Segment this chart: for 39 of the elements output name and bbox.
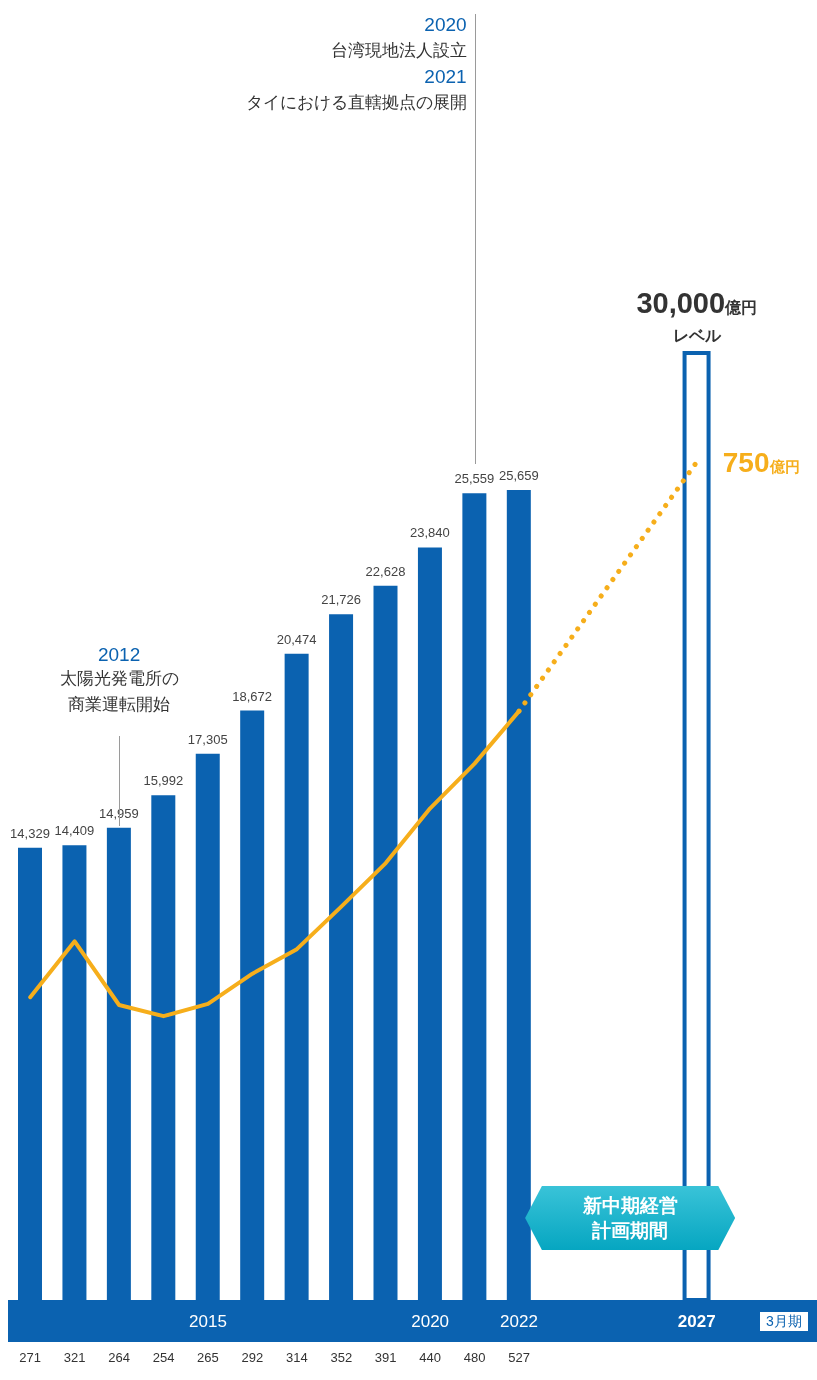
- data-label: 750億円: [722, 446, 800, 478]
- data-label: 18,672: [232, 688, 273, 704]
- data-label: 440: [419, 1350, 442, 1365]
- data-label: 20,474: [276, 631, 317, 647]
- annotation: 太陽光発電所の商業運転開始: [58, 668, 180, 716]
- x-tick-label: 2022: [500, 1312, 538, 1331]
- data-label: 14,409: [54, 823, 95, 839]
- annotation: 2012: [96, 644, 142, 666]
- data-label: 30,000億円レベル: [636, 287, 758, 344]
- text: 2021: [423, 65, 467, 89]
- data-label: 14,959: [98, 805, 139, 821]
- data-label: 314: [285, 1350, 308, 1365]
- data-label: 25,559: [454, 471, 495, 487]
- data-label: 23,840: [410, 525, 450, 541]
- data-label: 15,992: [143, 773, 184, 789]
- data-label: 17,305: [187, 731, 228, 747]
- data-label: 527: [508, 1350, 530, 1365]
- data-label: 271: [19, 1350, 42, 1365]
- data-label: 352: [330, 1350, 353, 1365]
- data-label: 321: [63, 1350, 86, 1365]
- data-label: 391: [374, 1350, 397, 1365]
- x-axis-title: 3月期: [759, 1311, 809, 1332]
- data-label: 22,628: [365, 563, 406, 579]
- x-tick-label: 2015: [189, 1312, 227, 1331]
- data-label: 25,659: [498, 468, 539, 484]
- data-label: 264: [108, 1350, 130, 1365]
- text: 台湾現地法人設立: [329, 40, 467, 62]
- text: 2020: [423, 13, 467, 37]
- text: タイにおける直轄拠点の展開: [244, 92, 467, 114]
- x-tick-label: 2027: [677, 1312, 716, 1331]
- annotation: 新中期経営計画期間: [581, 1194, 679, 1243]
- data-label: 292: [241, 1350, 264, 1365]
- data-label: 480: [463, 1350, 486, 1365]
- data-label: 21,726: [321, 592, 361, 608]
- data-label: 265: [197, 1350, 219, 1365]
- x-tick-label: 2020: [411, 1312, 450, 1331]
- data-label: 14,329: [10, 825, 50, 841]
- banner-shape: 新中期経営計画期間: [525, 1186, 736, 1250]
- data-label: 254: [152, 1350, 175, 1365]
